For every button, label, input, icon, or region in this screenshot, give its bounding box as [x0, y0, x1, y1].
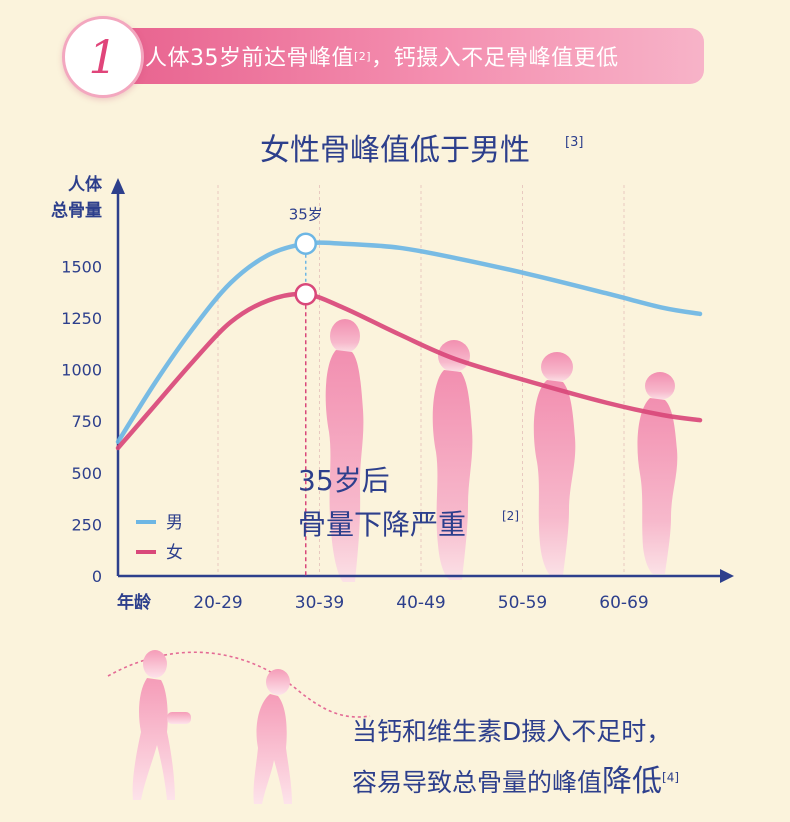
- y-axis-label-line1: 人体: [68, 174, 103, 195]
- x-tick-label: 60-69: [599, 593, 648, 613]
- header-text-main: 人体35岁前达骨峰值: [145, 46, 354, 71]
- walking-woman-icon: [132, 650, 191, 800]
- footer-line-2-text: 容易导致总骨量的峰值: [352, 768, 603, 797]
- x-tick-label: 30-39: [295, 593, 344, 613]
- x-tick-label: 20-29: [193, 593, 242, 613]
- x-tick-label: 50-59: [498, 593, 547, 613]
- y-tick-label: 500: [71, 464, 102, 483]
- header-ref: [2]: [354, 49, 372, 63]
- section-number: 1: [88, 30, 118, 84]
- female-peak-marker: [294, 283, 317, 306]
- annotation-line2: 骨量下降严重: [298, 508, 466, 541]
- woman-silhouette-icon: [325, 319, 364, 582]
- legend-label: 女: [166, 543, 183, 563]
- footer-ref: [4]: [662, 770, 680, 785]
- male-series-line: [115, 240, 703, 445]
- legend-label: 男: [166, 513, 183, 533]
- male-peak-marker: [294, 232, 317, 255]
- chart-series: [115, 232, 703, 576]
- y-axis-arrow-icon: [111, 178, 125, 194]
- female-series-line: [115, 291, 703, 451]
- peak-label: 35岁: [289, 206, 323, 224]
- chart-axes: [111, 178, 734, 583]
- y-tick-label: 1500: [61, 257, 102, 276]
- footer-line-2-emphasis: 降低: [602, 764, 663, 799]
- aging-silhouettes: [325, 319, 678, 582]
- y-tick-label: 0: [92, 567, 102, 586]
- y-axis-label-line2: 总骨量: [51, 200, 102, 221]
- annotation-ref: [2]: [502, 509, 519, 523]
- footer-line-1: 当钙和维生素D摄入不足时，: [352, 717, 672, 746]
- header-text-after: ，钙摄入不足骨峰值更低: [371, 46, 619, 71]
- y-tick-label: 1250: [61, 309, 102, 328]
- y-tick-label: 750: [71, 412, 102, 431]
- x-axis-label: 年龄: [117, 592, 152, 613]
- annotation-line1: 35岁后: [298, 464, 390, 497]
- woman-silhouette-icon: [637, 372, 678, 574]
- section-number-badge: 1: [62, 16, 144, 98]
- y-tick-label: 1000: [61, 361, 102, 380]
- header-text: 人体35岁前达骨峰值 [2] ，钙摄入不足骨峰值更低: [145, 28, 619, 84]
- chart-title-ref: [3]: [565, 135, 583, 150]
- walking-elder-icon: [253, 669, 292, 804]
- bottom-illustration: [107, 650, 371, 804]
- y-tick-label: 250: [71, 515, 102, 534]
- woman-silhouette-icon: [533, 352, 576, 576]
- woman-silhouette-icon: [432, 340, 473, 580]
- chart-grid: [217, 185, 625, 576]
- footer-line-2: 容易导致总骨量的峰值降低[4]: [352, 756, 679, 800]
- chart-title: 女性骨峰值低于男性: [260, 133, 530, 168]
- header-banner: [118, 28, 704, 84]
- x-tick-label: 40-49: [396, 593, 445, 613]
- x-axis-arrow-icon: [720, 569, 734, 583]
